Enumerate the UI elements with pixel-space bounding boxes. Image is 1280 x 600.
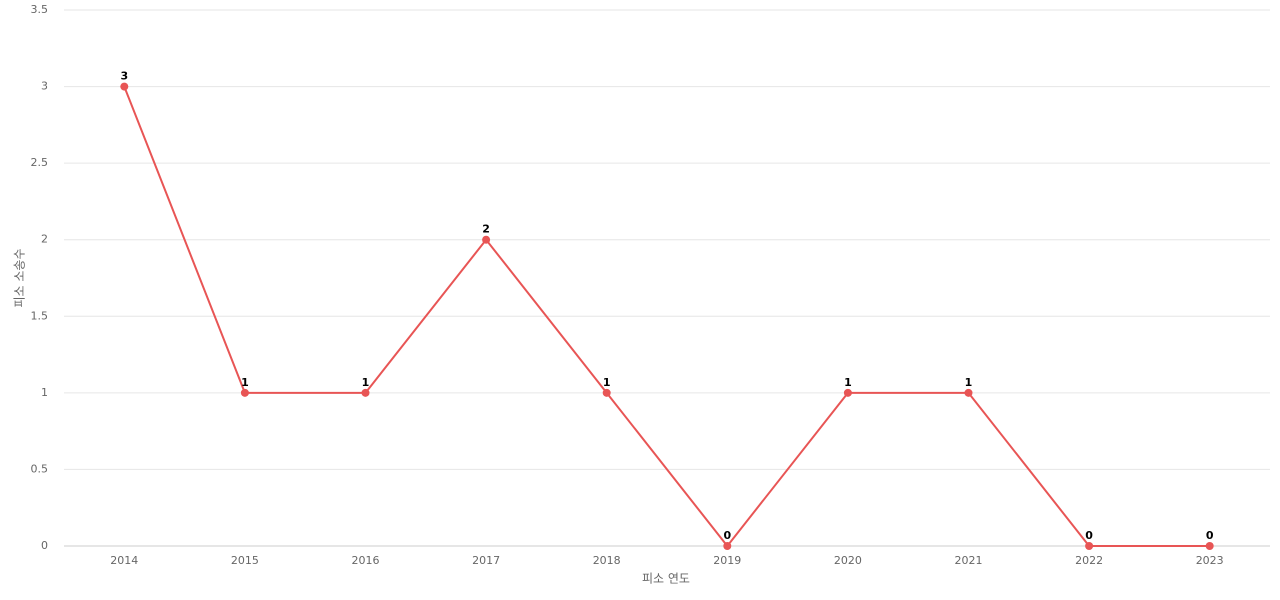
y-tick-label: 2 xyxy=(41,233,48,246)
data-label: 1 xyxy=(965,376,973,389)
data-point xyxy=(482,235,491,244)
data-point xyxy=(1085,542,1094,550)
series-line xyxy=(123,86,1210,548)
x-tick-label: 2022 xyxy=(1075,554,1103,567)
x-tick-label: 2017 xyxy=(472,554,500,567)
y-tick-label: 3 xyxy=(41,80,48,93)
data-label: 1 xyxy=(362,376,370,389)
data-point xyxy=(843,388,852,397)
x-tick-label: 2015 xyxy=(231,554,259,567)
data-label: 1 xyxy=(241,376,249,389)
data-label: 3 xyxy=(120,70,128,83)
data-point xyxy=(602,388,611,397)
x-tick-label: 2020 xyxy=(834,554,862,567)
x-tick-label: 2018 xyxy=(593,554,621,567)
y-axis-label: 피소 소송수 xyxy=(13,248,27,307)
x-tick-label: 2023 xyxy=(1196,554,1224,567)
x-axis-label: 피소 연도 xyxy=(642,572,690,586)
x-tick-label: 2021 xyxy=(955,554,983,567)
data-label: 2 xyxy=(482,223,490,236)
data-point xyxy=(120,82,129,91)
y-tick-label: 3.5 xyxy=(31,3,49,16)
y-tick-label: 2.5 xyxy=(31,156,49,169)
x-tick-label: 2019 xyxy=(713,554,741,567)
data-label: 0 xyxy=(1206,529,1214,542)
data-point xyxy=(361,388,370,397)
y-tick-label: 1.5 xyxy=(31,309,49,322)
data-point xyxy=(964,388,973,397)
data-label: 0 xyxy=(1085,529,1093,542)
data-label: 1 xyxy=(603,376,611,389)
data-point xyxy=(723,542,732,550)
x-tick-label: 2016 xyxy=(352,554,380,567)
y-tick-label: 1 xyxy=(41,386,48,399)
y-tick-label: 0.5 xyxy=(31,462,49,475)
data-label: 0 xyxy=(723,529,731,542)
data-point xyxy=(240,388,249,397)
data-label: 1 xyxy=(844,376,852,389)
data-point xyxy=(1205,542,1214,550)
x-tick-label: 2014 xyxy=(110,554,138,567)
y-tick-label: 0 xyxy=(41,539,48,552)
